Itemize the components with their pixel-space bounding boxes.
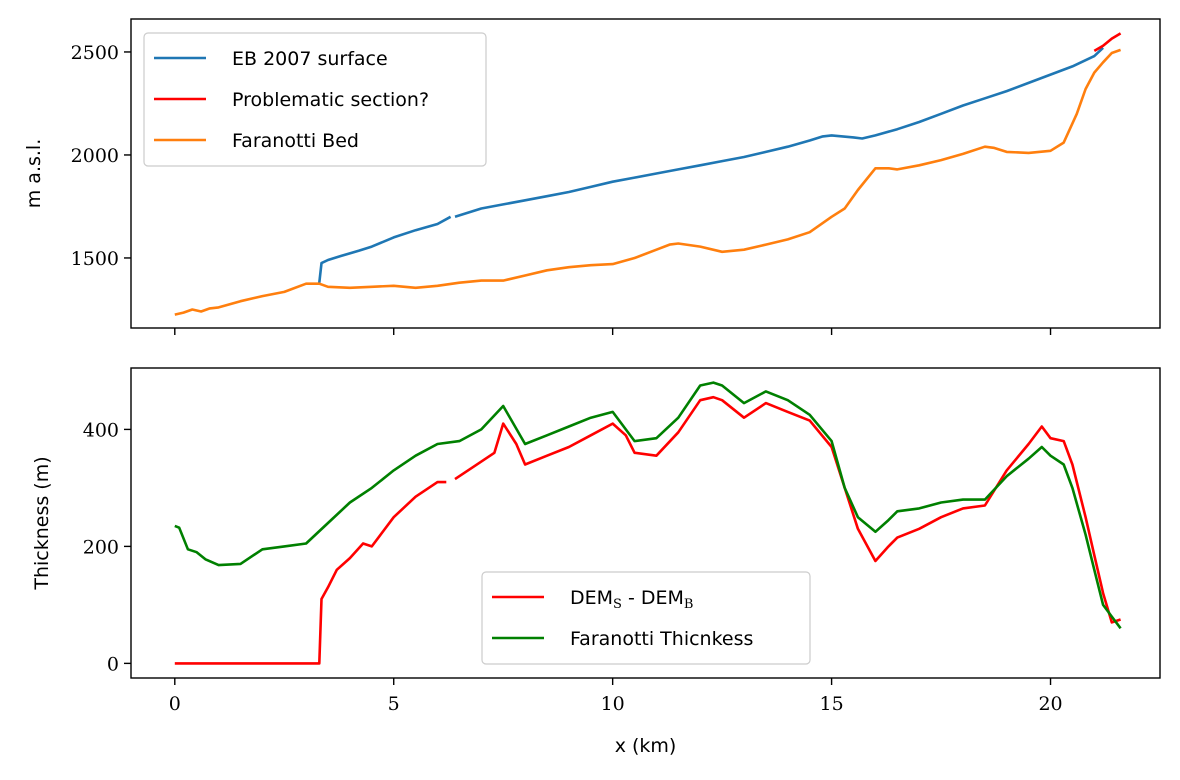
- y-tick-label: 1500: [71, 248, 119, 270]
- x-tick-label: 5: [388, 693, 400, 715]
- legend: DEMS - DEMB Faranotti Thicnkess: [481, 571, 811, 665]
- legend-label: DEMS - DEMB: [570, 587, 693, 612]
- x-tick-label: 0: [169, 693, 181, 715]
- legend-label: EB 2007 surface: [232, 48, 388, 70]
- x-tick-label: 15: [820, 693, 844, 715]
- series-line-faranotti-thicnkess-seg-0: [174, 381, 1122, 630]
- legend-label: Faranotti Bed: [232, 130, 359, 152]
- x-tick-label: 20: [1038, 693, 1062, 715]
- y-axis-label: m a.s.l.: [23, 139, 45, 209]
- series-line-dem-s-dem-b-seg-0: [174, 480, 447, 665]
- axes-frame: [130, 18, 1161, 329]
- y-tick-label: 200: [83, 536, 119, 558]
- series-line-faranotti-bed-seg-0: [174, 48, 1122, 316]
- y-tick-label: 2500: [71, 42, 119, 64]
- legend: EB 2007 surface Problematic section? Faran…: [143, 32, 487, 167]
- legend-label: Faranotti Thicnkess: [570, 628, 753, 650]
- x-axis-label: x (km): [615, 735, 677, 757]
- legend-box: [143, 32, 487, 167]
- legend-box: [481, 571, 811, 665]
- y-tick-label: 2000: [71, 145, 119, 167]
- series-line-dem-s-dem-b-seg-1: [454, 395, 1122, 624]
- series-line-eb-2007-surface-seg-1: [454, 46, 1104, 219]
- x-tick-label: 10: [601, 693, 625, 715]
- y-tick-label: 400: [83, 419, 119, 441]
- legend-label: Problematic section?: [232, 89, 429, 111]
- axes-frame: [130, 367, 1161, 679]
- top-panel: 1500 2000 2500 m a.s.l. EB 2007 surface Probl…: [23, 18, 1161, 335]
- y-axis-label: Thickness (m): [31, 456, 53, 590]
- y-tick-label: 0: [107, 653, 119, 675]
- series-line-problematic-section--seg-0: [1093, 32, 1122, 53]
- series-line-eb-2007-surface-seg-0: [318, 215, 452, 283]
